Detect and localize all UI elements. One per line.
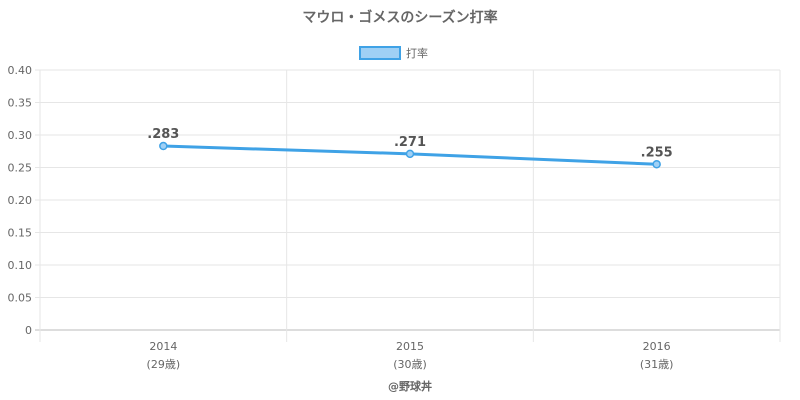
legend[interactable]: 打率 — [359, 46, 428, 60]
y-tick-label: 0.15 — [8, 227, 33, 240]
data-label: .283 — [147, 127, 179, 142]
y-tick-label: 0.35 — [8, 97, 33, 110]
y-tick-label: 0.25 — [8, 162, 33, 175]
legend-swatch — [359, 46, 401, 60]
legend-label: 打率 — [406, 46, 428, 60]
credit-label: @野球丼 — [388, 379, 432, 393]
x-axis: 2014 (29歳) 2015 (30歳) 2016 (31歳) — [147, 340, 674, 371]
y-axis: 0 0.05 0.10 0.15 0.20 0.25 0.30 0.35 0.40 — [8, 64, 33, 337]
series-line — [159, 141, 661, 169]
x-tick-sublabel: (30歳) — [393, 358, 427, 371]
x-tick-sublabel: (29歳) — [147, 358, 181, 371]
grid — [35, 69, 781, 342]
x-tick-label: 2016 — [643, 340, 671, 353]
y-tick-label: 0.30 — [8, 129, 33, 142]
data-label: .255 — [641, 145, 673, 160]
y-tick-label: 0.40 — [8, 64, 33, 77]
chart-title: マウロ・ゴメスのシーズン打率 — [302, 9, 497, 26]
data-point[interactable] — [405, 149, 415, 159]
y-tick-label: 0.05 — [8, 292, 33, 305]
data-point[interactable] — [159, 141, 168, 151]
y-tick-label: 0 — [25, 324, 32, 337]
y-tick-label: 0.10 — [8, 259, 33, 272]
data-label: .271 — [394, 135, 426, 150]
data-labels: .283 .271 .255 — [147, 127, 672, 160]
data-point[interactable] — [652, 160, 661, 169]
x-tick-label: 2014 — [149, 340, 177, 353]
x-tick-label: 2015 — [396, 340, 424, 353]
x-tick-sublabel: (31歳) — [640, 358, 674, 371]
y-tick-label: 0.20 — [8, 194, 33, 207]
